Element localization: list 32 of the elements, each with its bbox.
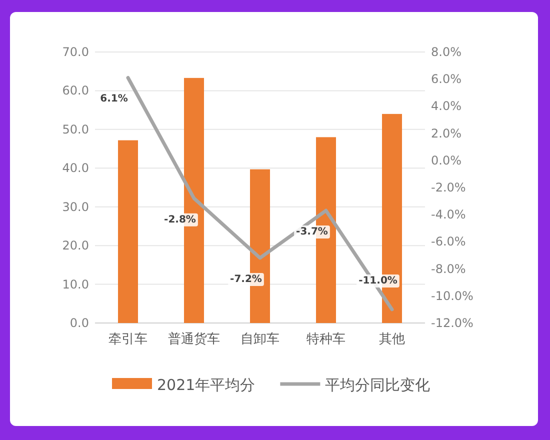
- y2-tick-label: -8.0%: [431, 262, 466, 276]
- data-label: -2.8%: [164, 214, 196, 226]
- y-tick-label: 20.0: [62, 238, 89, 253]
- y-tick-label: 70.0: [62, 45, 89, 59]
- y2-tick-label: -6.0%: [431, 234, 466, 249]
- y2-tick-label: 6.0%: [431, 72, 462, 86]
- x-tick-label: 其他: [379, 332, 405, 347]
- y-tick-label: 40.0: [62, 161, 89, 176]
- y2-tick-label: -4.0%: [431, 208, 466, 222]
- data-label: -3.7%: [296, 226, 328, 238]
- bar: [118, 140, 138, 323]
- legend-label: 2021年平均分: [157, 376, 256, 394]
- y-tick-label: 0.0: [70, 316, 89, 330]
- data-label: 6.1%: [100, 94, 128, 105]
- y-tick-label: 10.0: [62, 277, 89, 292]
- y2-tick-label: -10.0%: [431, 288, 474, 303]
- y2-tick-label: -2.0%: [431, 180, 466, 194]
- data-label: -7.2%: [230, 274, 262, 285]
- y2-tick-label: 2.0%: [431, 126, 462, 140]
- x-tick-label: 牵引车: [108, 332, 148, 347]
- legend-label: 平均分同比变化: [325, 376, 430, 394]
- data-label: -11.0%: [358, 275, 398, 286]
- y2-tick-label: -12.0%: [431, 316, 474, 330]
- y-tick-label: 50.0: [62, 122, 89, 136]
- y-tick-label: 60.0: [62, 84, 89, 98]
- x-tick-label: 特种车: [306, 332, 346, 347]
- y2-tick-label: 0.0%: [431, 153, 462, 168]
- y2-tick-label: 8.0%: [431, 45, 462, 59]
- y2-tick-label: 4.0%: [431, 99, 462, 114]
- x-tick-label: 自卸车: [240, 332, 280, 347]
- y-tick-label: 30.0: [62, 200, 89, 214]
- x-tick-label: 普通货车: [168, 331, 220, 347]
